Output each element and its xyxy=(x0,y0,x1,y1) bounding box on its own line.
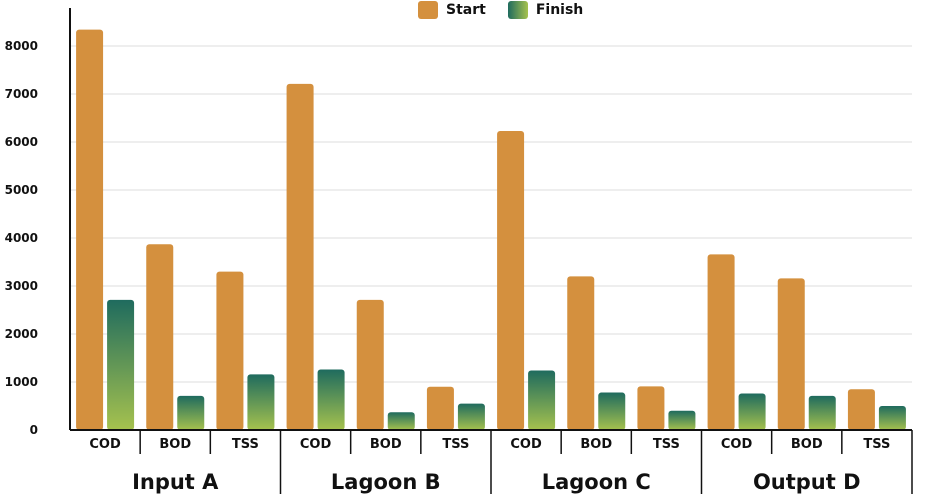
bar-finish xyxy=(598,392,626,430)
y-tick-label: 8000 xyxy=(5,39,38,53)
bar-start xyxy=(216,271,244,430)
bar-finish xyxy=(878,406,906,430)
bar-start xyxy=(356,299,384,430)
category-label: BOD xyxy=(791,437,823,452)
bar-start xyxy=(707,254,735,430)
legend-swatch-finish xyxy=(507,1,528,19)
legend-swatch-start xyxy=(418,1,438,19)
chart-legend: Start Finish xyxy=(418,0,605,20)
y-tick-label: 3000 xyxy=(5,279,38,293)
bar-start xyxy=(286,83,314,431)
category-label: TSS xyxy=(653,437,680,452)
bar-finish xyxy=(247,374,275,430)
category-label: COD xyxy=(89,437,121,452)
bar-finish xyxy=(457,403,485,430)
category-label: COD xyxy=(300,437,332,452)
gridlines xyxy=(70,45,912,383)
bar-finish xyxy=(808,395,836,430)
category-label: TSS xyxy=(232,437,259,452)
category-label: BOD xyxy=(580,437,612,452)
category-label: BOD xyxy=(159,437,191,452)
bar-start xyxy=(146,244,174,430)
y-tick-label: 0 xyxy=(30,423,38,437)
y-tick-label: 1000 xyxy=(5,375,38,389)
legend-label-start: Start xyxy=(446,2,486,18)
bar-finish xyxy=(528,370,556,430)
legend-item-start: Start xyxy=(418,1,486,19)
bar-finish xyxy=(107,299,135,430)
bar-start xyxy=(497,130,525,430)
group-label: Lagoon B xyxy=(331,470,441,494)
bar-start xyxy=(637,386,665,430)
labels: 0 1000 2000 3000 4000 5000 6000 7000 8000 COD BOD T… xyxy=(5,39,891,494)
category-label: BOD xyxy=(370,437,402,452)
bar-start xyxy=(777,278,805,430)
group-label: Input A xyxy=(132,470,219,494)
bar-finish xyxy=(738,393,766,430)
bar-finish xyxy=(387,412,415,430)
bars xyxy=(76,29,906,431)
y-tick-label: 2000 xyxy=(5,327,38,341)
category-label: COD xyxy=(721,437,753,452)
category-label: COD xyxy=(510,437,542,452)
y-tick-label: 4000 xyxy=(5,231,38,245)
legend-item-finish: Finish xyxy=(507,1,584,19)
category-label: TSS xyxy=(863,437,890,452)
category-label: TSS xyxy=(442,437,469,452)
bar-finish xyxy=(317,369,345,430)
group-label: Output D xyxy=(753,470,861,494)
bar-start xyxy=(76,29,104,431)
y-tick-label: 6000 xyxy=(5,135,38,149)
bar-start xyxy=(847,389,875,430)
legend-label-finish: Finish xyxy=(535,2,584,18)
group-label: Lagoon C xyxy=(542,470,651,494)
bar-finish xyxy=(177,395,205,430)
y-tick-label: 7000 xyxy=(5,87,38,101)
bar-finish xyxy=(668,410,696,430)
bar-start xyxy=(426,386,454,430)
axes xyxy=(69,8,913,494)
bar-start xyxy=(567,276,595,430)
y-tick-label: 5000 xyxy=(5,183,38,197)
